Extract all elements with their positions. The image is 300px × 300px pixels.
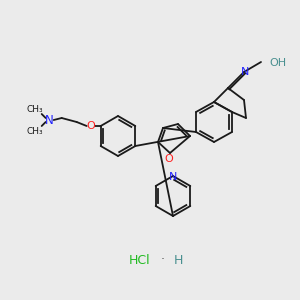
Text: N: N (169, 172, 177, 182)
Text: O: O (165, 154, 173, 164)
Text: O: O (86, 121, 95, 131)
Text: ·: · (161, 254, 165, 266)
Text: N: N (45, 113, 54, 127)
Text: H: H (173, 254, 183, 266)
Text: CH₃: CH₃ (26, 127, 43, 136)
Text: N: N (241, 67, 249, 77)
Text: OH: OH (269, 58, 286, 68)
Text: CH₃: CH₃ (26, 104, 43, 113)
Text: HCl: HCl (129, 254, 151, 266)
